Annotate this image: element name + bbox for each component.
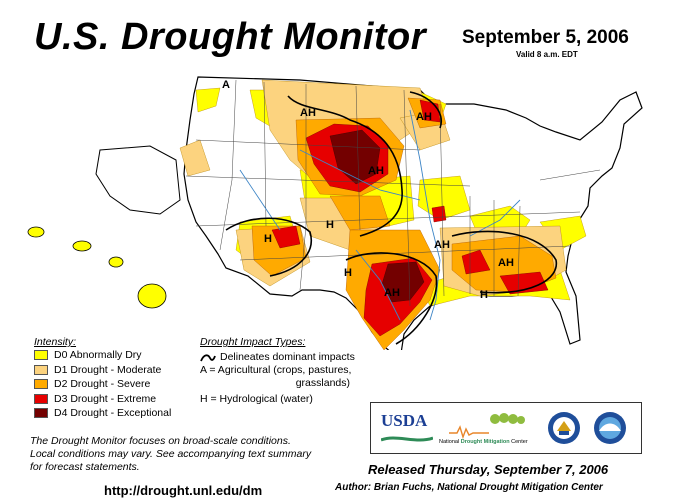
legend-item-d1: D1 Drought - Moderate [34, 363, 171, 378]
legend-label: D0 Abnormally Dry [54, 349, 142, 362]
map-label: H [326, 219, 334, 231]
impact-title: Drought Impact Types: [200, 336, 306, 348]
note-line-2: Local conditions may vary. See accompany… [30, 448, 312, 460]
map-label: H [480, 289, 488, 301]
doc-seal-logo [547, 411, 581, 450]
map-label: AH [434, 239, 450, 251]
map-label-group: A AH AH AH H H H AH AH AH H [222, 79, 514, 301]
valid-time: Valid 8 a.m. EDT [516, 50, 578, 59]
swatch-d3 [34, 393, 48, 404]
impact-legend: Drought Impact Types: Delineates dominan… [200, 336, 370, 406]
impact-boundaries [225, 91, 558, 345]
swatch-d4 [34, 408, 48, 419]
map-title: U.S. Drought Monitor [34, 16, 427, 58]
disclaimer-note: The Drought Monitor focuses on broad-sca… [30, 435, 350, 474]
legend-item-d4: D4 Drought - Exceptional [34, 406, 171, 421]
sponsor-logos: USDA National Drought Mitigation Center [370, 402, 642, 454]
impact-h-line: H = Hydrological (water) [200, 393, 313, 405]
note-line-1: The Drought Monitor focuses on broad-sca… [30, 435, 291, 447]
rivers [239, 109, 521, 321]
intensity-title: Intensity: [34, 336, 77, 348]
legend-label: D4 Drought - Exceptional [54, 407, 172, 420]
swatch-d1 [34, 364, 48, 375]
map-label: H [264, 233, 272, 245]
map-label: AH [368, 165, 384, 177]
impact-boundary-label: Delineates dominant impacts [220, 351, 355, 363]
map-label: AH [498, 257, 514, 269]
boundary-line-icon [200, 353, 216, 361]
drought-map: A AH AH AH H H H AH AH AH H [27, 76, 643, 350]
map-label: H [344, 267, 352, 279]
swatch-d0 [34, 350, 48, 361]
legend-label: D2 Drought - Severe [54, 378, 151, 391]
noaa-seal-icon [594, 412, 626, 444]
swatch-d2 [34, 379, 48, 390]
legend-item-d0: D0 Abnormally Dry [34, 348, 171, 363]
seismograph-icon [449, 425, 489, 439]
intensity-legend: Intensity: D0 Abnormally Dry D1 Drought … [34, 336, 171, 421]
state-boundaries [185, 79, 601, 307]
note-line-3: for forecast statements. [30, 461, 140, 473]
commerce-seal-icon [548, 412, 580, 444]
legend-label: D1 Drought - Moderate [54, 363, 162, 376]
hawaii [27, 226, 167, 309]
usda-logo: USDA [380, 411, 434, 443]
release-date: Released Thursday, September 7, 2006 [368, 462, 609, 477]
alaska [95, 145, 181, 215]
usda-swoosh-icon [380, 436, 434, 442]
map-label: AH [416, 111, 432, 123]
legend-label: D3 Drought - Extreme [54, 392, 157, 405]
legend-item-d2: D2 Drought - Severe [34, 377, 171, 392]
ndmc-logo: National Drought Mitigation Center [439, 411, 539, 449]
impact-a-line-2: grasslands) [295, 377, 350, 389]
legend-item-d3: D3 Drought - Extreme [34, 392, 171, 407]
map-label: AH [300, 107, 316, 119]
website-link[interactable]: http://drought.unl.edu/dm [104, 483, 263, 498]
ndmc-word-1: National [439, 439, 460, 445]
impact-a-line: A = Agricultural (crops, pastures, [200, 364, 352, 376]
map-date: September 5, 2006 [462, 27, 629, 48]
ndmc-word-3: Center [511, 439, 528, 445]
map-label: A [222, 79, 230, 91]
ndmc-word-2: Drought Mitigation [460, 439, 510, 445]
impact-boundary-row: Delineates dominant impacts [200, 351, 370, 364]
author-credit: Author: Brian Fuchs, National Drought Mi… [335, 482, 603, 493]
tree-icon [490, 413, 525, 424]
map-label: AH [384, 287, 400, 299]
noaa-logo [593, 411, 627, 450]
ndmc-text: National Drought Mitigation Center [439, 439, 528, 445]
usda-logo-text: USDA [381, 411, 428, 430]
